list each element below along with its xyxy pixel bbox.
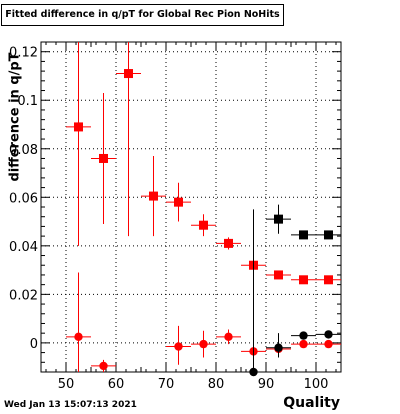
x-tick-label: 90 [258, 377, 275, 392]
y-axis-label-text: difference in q/pT [7, 52, 23, 182]
data-point-circle [224, 332, 233, 342]
data-point-square [324, 275, 333, 285]
data-point-square [299, 275, 308, 285]
data-point-circle [324, 330, 333, 339]
data-point-square [299, 230, 308, 240]
data-point-circle [324, 339, 333, 349]
y-tick-label: 0.02 [9, 288, 38, 303]
x-tick-label: 50 [58, 377, 75, 392]
data-point-circle [99, 361, 108, 371]
x-tick-label: 100 [304, 377, 329, 392]
data-point-square [174, 197, 183, 207]
data-point-square [199, 220, 208, 230]
chart-title: Fitted difference in q/pT for Global Rec… [1, 4, 284, 26]
x-tick-label: 80 [208, 377, 225, 392]
data-point-circle [74, 332, 83, 342]
data-point-square [149, 191, 158, 201]
data-point-circle [299, 339, 308, 349]
data-point-circle [199, 339, 208, 349]
y-tick-label: 0.04 [9, 240, 38, 255]
y-tick-label: 0.1 [17, 94, 38, 109]
y-tick-label: 0.06 [9, 191, 38, 206]
data-point-square [224, 238, 233, 248]
x-tick-label: 70 [158, 377, 175, 392]
y-tick-label: 0.08 [9, 143, 38, 158]
y-tick-label: 0 [30, 337, 38, 352]
x-axis-label: Quality [283, 395, 340, 411]
x-tick-label: 60 [108, 377, 125, 392]
data-point-square [124, 69, 133, 79]
data-point-circle [274, 343, 283, 352]
data-point-circle [174, 342, 183, 351]
data-point-circle [249, 367, 258, 377]
data-point-square [74, 122, 83, 132]
y-tick-label: 0.12 [9, 46, 38, 61]
data-point-square [324, 230, 333, 240]
datestamp: Wed Jan 13 15:07:13 2021 [4, 400, 137, 410]
data-point-square [274, 214, 283, 224]
plot-frame [40, 41, 342, 373]
data-point-square [274, 270, 283, 280]
data-point-square [99, 153, 108, 163]
data-point-circle [299, 331, 308, 340]
